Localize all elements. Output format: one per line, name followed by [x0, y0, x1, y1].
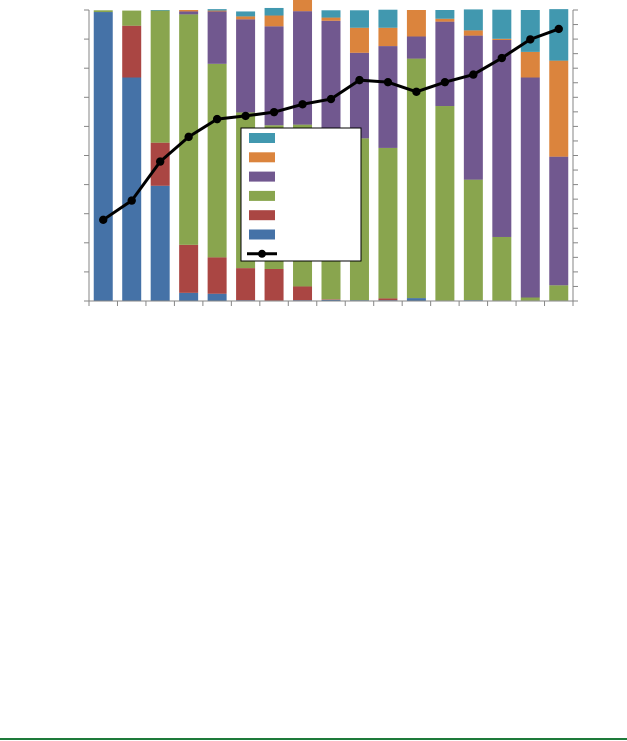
bar-segment-s1-c6 [264, 268, 284, 301]
bar-segment-s2-c12 [435, 106, 455, 301]
legend-swatch-0 [249, 133, 275, 143]
bar-segment-s3-c14 [492, 39, 512, 237]
bar-segment-s3-c4 [207, 11, 227, 64]
bar-segment-s5-c6 [264, 7, 284, 16]
bar-segment-s3-c13 [463, 35, 483, 180]
bar-segment-s5-c15 [520, 10, 540, 52]
bar-segment-s5-c14 [492, 9, 512, 39]
line-point-4 [212, 114, 222, 124]
bar-segment-s1-c5 [236, 268, 256, 301]
bar-segment-s2-c1 [122, 10, 142, 26]
bar-segment-s1-c10 [378, 298, 398, 301]
line-point-3 [184, 132, 193, 142]
bar-segment-s2-c11 [406, 58, 426, 299]
bar-segment-s1-c4 [207, 257, 227, 294]
bar-segment-s2-c14 [492, 236, 512, 301]
bar-segment-s3-c9 [349, 52, 369, 139]
bar-segment-s4-c3 [179, 10, 199, 12]
line-point-14 [497, 53, 507, 63]
line-point-13 [469, 70, 478, 79]
bar-segment-s5-c5 [236, 11, 256, 17]
bar-segment-s0-c11 [406, 298, 426, 301]
bar-segment-s2-c16 [549, 285, 569, 301]
bar-segment-s4-c8 [321, 17, 341, 21]
bar-segment-s3-c6 [264, 26, 284, 126]
bar-segment-s3-c10 [378, 46, 398, 148]
page-footer-rule [0, 738, 627, 740]
bar-segment-s4-c12 [435, 18, 455, 22]
legend-swatch-2 [249, 171, 275, 182]
bar-segment-s4-c15 [520, 51, 540, 78]
bar-segment-s3-c8 [321, 20, 341, 150]
bar-segment-s1-c3 [179, 244, 199, 293]
bar-segment-s4-c9 [349, 27, 369, 53]
bar-segment-s1-c1 [122, 25, 142, 78]
line-point-15 [526, 35, 535, 44]
bar-segment-s3-c5 [236, 19, 256, 113]
bar-segment-s4-c16 [549, 60, 569, 157]
line-point-8 [326, 94, 336, 104]
bar-segment-s4-c5 [236, 16, 256, 20]
legend-swatch-4 [249, 210, 275, 221]
bar-segment-s5-c8 [321, 10, 341, 18]
bar-segment-s0-c8 [321, 299, 341, 301]
bar-segment-s2-c2 [150, 10, 170, 143]
bar-segment-s4-c10 [378, 27, 398, 47]
bar-segment-s5-c12 [435, 10, 455, 19]
line-point-1 [127, 196, 136, 205]
bar-segment-s5-c2 [150, 10, 170, 11]
bar-segment-s5-c13 [463, 9, 483, 31]
bar-segment-s2-c4 [207, 63, 227, 258]
line-point-12 [440, 77, 450, 87]
bar-segment-s0-c2 [150, 185, 170, 301]
line-point-5 [241, 111, 250, 121]
bar-segment-s1-c8 [321, 299, 341, 300]
legend-swatch-5 [249, 229, 275, 240]
line-point-6 [269, 107, 279, 117]
line-point-0 [99, 215, 108, 225]
line-point-11 [412, 87, 421, 96]
bar-segment-s2-c15 [520, 297, 540, 301]
bar-segment-s3-c11 [406, 36, 426, 59]
bar-segment-s0-c3 [179, 292, 199, 301]
bar-segment-s4-c14 [492, 38, 512, 40]
bar-segment-s2-c3 [179, 14, 199, 245]
bar-segment-s4-c6 [264, 15, 284, 27]
bar-segment-s5-c10 [378, 9, 398, 28]
line-point-16 [554, 24, 563, 34]
bar-segment-s2-c0 [93, 10, 113, 13]
bar-segment-s2-c10 [378, 147, 398, 299]
bar-segment-s3-c16 [549, 156, 569, 286]
bar-segment-s1-c7 [293, 286, 313, 301]
line-point-9 [355, 75, 364, 85]
legend-swatch-1 [249, 152, 275, 163]
bar-segment-s0-c1 [122, 77, 142, 301]
bar-segment-s5-c16 [549, 9, 569, 61]
bar-segment-s0-c4 [207, 293, 227, 301]
bar-segment-s5-c9 [349, 10, 369, 28]
bar-segment-s4-c4 [207, 10, 227, 12]
line-point-2 [155, 157, 165, 166]
bar-segment-s3-c7 [293, 11, 313, 125]
bar-segment-s5-c4 [207, 9, 227, 11]
legend-marker [258, 249, 266, 258]
bar-segment-s0-c0 [93, 12, 113, 301]
bar-segment-s2-c13 [463, 179, 483, 301]
bar-segment-s4-c13 [463, 30, 483, 36]
bar-segment-s3-c15 [520, 77, 540, 298]
legend-swatch-3 [249, 190, 275, 201]
bar-segment-s4-c11 [406, 10, 426, 37]
line-point-10 [383, 77, 393, 87]
line-point-7 [298, 100, 307, 109]
bar-segment-s3-c3 [179, 11, 199, 15]
bar-segment-s3-c12 [435, 21, 455, 107]
bar-segment-s4-c7 [293, 0, 313, 12]
